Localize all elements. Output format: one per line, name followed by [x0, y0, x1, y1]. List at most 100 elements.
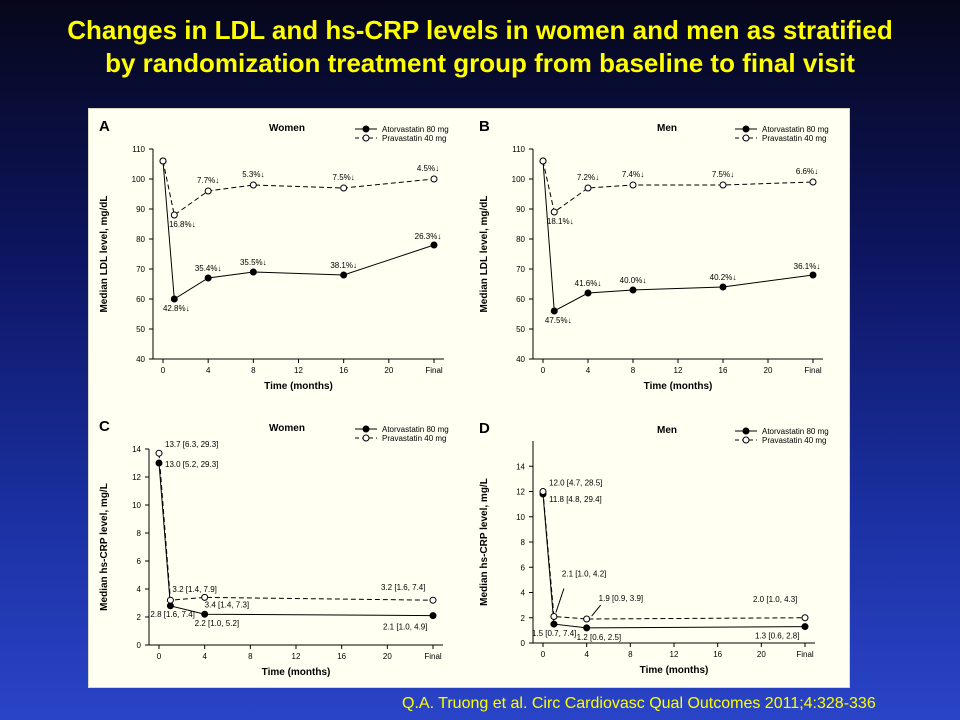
- panel-a: 40 50 60 70 80 90 100 110 0 4 8 12 16 20 Final Time (mo…: [99, 118, 449, 392]
- data-point: [809, 178, 817, 186]
- data-label: 7.2%↓: [577, 173, 599, 182]
- data-point: [583, 624, 591, 632]
- legend-label: Atorvastatin 80 mg: [382, 125, 449, 134]
- legend-label: Atorvastatin 80 mg: [382, 425, 449, 434]
- data-point: [629, 181, 637, 189]
- x-tick-label: 12: [294, 366, 303, 375]
- x-tick-label: 4: [206, 366, 211, 375]
- y-tick-label: 0: [137, 641, 142, 650]
- panel-letter: B: [479, 118, 490, 135]
- data-label: 40.0%↓: [620, 276, 647, 285]
- x-axis-label: Time (months): [262, 667, 331, 678]
- data-label: 40.2%↓: [710, 273, 737, 282]
- x-tick-label: 16: [339, 366, 348, 375]
- y-tick-label: 8: [521, 538, 526, 547]
- data-point: [249, 268, 257, 276]
- legend-marker: [742, 125, 750, 133]
- y-tick-label: 10: [132, 501, 141, 510]
- data-point: [801, 623, 809, 631]
- y-tick-label: 6: [137, 557, 142, 566]
- data-label: 4.5%↓: [417, 164, 439, 173]
- data-point: [159, 157, 167, 165]
- data-point: [583, 615, 591, 623]
- citation: Q.A. Truong et al. Circ Cardiovasc Qual …: [402, 695, 876, 712]
- legend-marker: [742, 427, 750, 435]
- panel-letter: A: [99, 118, 110, 135]
- data-label: 36.1%↓: [794, 262, 821, 271]
- panel-title: Women: [269, 423, 305, 434]
- x-tick-label: 12: [674, 366, 683, 375]
- figure-svg: 40 50 60 70 80 90 100 110 0 4 8 12 16 20 Final Time (mo…: [99, 118, 829, 678]
- y-tick-label: 2: [521, 614, 526, 623]
- x-tick-label: 16: [713, 650, 722, 659]
- x-tick-label: 12: [292, 652, 301, 661]
- data-point: [584, 289, 592, 297]
- data-point: [201, 593, 209, 601]
- y-tick-label: 2: [137, 613, 142, 622]
- y-tick-label: 90: [136, 205, 145, 214]
- data-label: 1.5 [0.7, 7.4]: [532, 629, 576, 638]
- legend-label: Atorvastatin 80 mg: [762, 427, 829, 436]
- data-label: 6.6%↓: [796, 167, 818, 176]
- data-label: 13.0 [5.2, 29.3]: [165, 460, 218, 469]
- data-point: [629, 286, 637, 294]
- data-label: 1.9 [0.9, 3.9]: [599, 594, 643, 603]
- y-tick-label: 50: [516, 325, 525, 334]
- data-point: [155, 459, 163, 467]
- data-point: [170, 295, 178, 303]
- series-line: [542, 491, 806, 620]
- x-tick-label: Final: [424, 652, 442, 661]
- panel-title: Men: [657, 425, 677, 436]
- legend-label: Atorvastatin 80 mg: [762, 125, 829, 134]
- data-point: [584, 184, 592, 192]
- data-point: [429, 612, 437, 620]
- y-tick-label: 70: [516, 265, 525, 274]
- data-point: [539, 157, 547, 165]
- x-tick-label: Final: [425, 366, 443, 375]
- data-label: 3.4 [1.4, 7.3]: [205, 600, 249, 609]
- data-point: [550, 208, 558, 216]
- y-tick-label: 60: [516, 295, 525, 304]
- data-label: 7.5%↓: [333, 173, 355, 182]
- data-label: 5.3%↓: [242, 170, 264, 179]
- y-tick-label: 60: [136, 295, 145, 304]
- y-tick-label: 80: [136, 235, 145, 244]
- x-tick-label: 12: [670, 650, 679, 659]
- x-tick-label: 20: [383, 652, 392, 661]
- panel-title: Men: [657, 123, 677, 134]
- data-point: [166, 602, 174, 610]
- data-point: [809, 271, 817, 279]
- y-tick-label: 12: [132, 473, 141, 482]
- data-label: 7.4%↓: [622, 170, 644, 179]
- data-point: [340, 271, 348, 279]
- legend-label: Pravastatin 40 mg: [762, 134, 826, 143]
- data-label: 2.8 [1.6, 7.4]: [150, 610, 194, 619]
- x-tick-label: 20: [757, 650, 766, 659]
- data-label: 11.8 [4.8, 29.4]: [549, 495, 602, 504]
- panel-c: 0 2 4 6 8 10 12 14 0 4 8 12 16 20 Final Time (months) Me…: [99, 418, 449, 678]
- y-tick-label: 14: [516, 462, 525, 471]
- data-label: 1.2 [0.6, 2.5]: [577, 633, 621, 642]
- series-line: [162, 160, 435, 300]
- legend-marker: [742, 134, 750, 142]
- y-tick-label: 4: [521, 589, 526, 598]
- y-tick-label: 110: [132, 145, 145, 154]
- y-tick-label: 40: [136, 355, 145, 364]
- title-line-2: by randomization treatment group from ba…: [105, 48, 855, 78]
- x-tick-label: 8: [631, 366, 636, 375]
- y-tick-label: 50: [136, 325, 145, 334]
- data-label: 7.7%↓: [197, 176, 219, 185]
- data-label: 3.2 [1.6, 7.4]: [381, 583, 425, 592]
- data-point: [204, 274, 212, 282]
- y-tick-label: 40: [516, 355, 525, 364]
- legend-marker: [362, 125, 370, 133]
- data-label: 13.7 [6.3, 29.3]: [165, 440, 218, 449]
- annotation-arrow: [555, 588, 565, 613]
- data-point: [340, 184, 348, 192]
- y-tick-label: 100: [132, 175, 146, 184]
- x-tick-label: 8: [628, 650, 633, 659]
- series-line: [162, 160, 435, 216]
- data-label: 2.1 [1.0, 4.2]: [562, 569, 606, 578]
- data-label: 7.5%↓: [712, 170, 734, 179]
- series-line: [542, 160, 814, 312]
